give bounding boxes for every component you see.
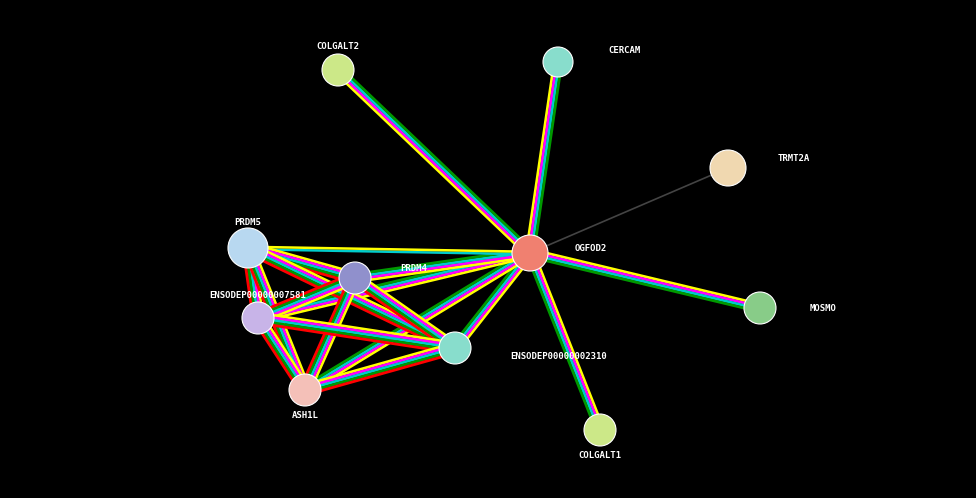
Circle shape bbox=[512, 235, 548, 271]
Text: ENSODEP00000007581: ENSODEP00000007581 bbox=[210, 290, 306, 299]
Circle shape bbox=[584, 414, 616, 446]
Text: ENSODEP00000002310: ENSODEP00000002310 bbox=[510, 352, 607, 361]
Circle shape bbox=[710, 150, 746, 186]
Text: COLGALT2: COLGALT2 bbox=[316, 41, 359, 50]
Circle shape bbox=[289, 374, 321, 406]
Text: MOSMO: MOSMO bbox=[810, 303, 836, 313]
Text: CERCAM: CERCAM bbox=[608, 45, 640, 54]
Text: PRDM4: PRDM4 bbox=[400, 263, 427, 272]
Circle shape bbox=[339, 262, 371, 294]
Circle shape bbox=[242, 302, 274, 334]
Text: PRDM5: PRDM5 bbox=[234, 218, 262, 227]
Circle shape bbox=[744, 292, 776, 324]
Text: COLGALT1: COLGALT1 bbox=[579, 451, 622, 460]
Circle shape bbox=[543, 47, 573, 77]
Text: OGFOD2: OGFOD2 bbox=[575, 244, 607, 252]
Text: TRMT2A: TRMT2A bbox=[778, 153, 810, 162]
Circle shape bbox=[228, 228, 268, 268]
Circle shape bbox=[439, 332, 471, 364]
Text: ASH1L: ASH1L bbox=[292, 410, 318, 419]
Circle shape bbox=[322, 54, 354, 86]
